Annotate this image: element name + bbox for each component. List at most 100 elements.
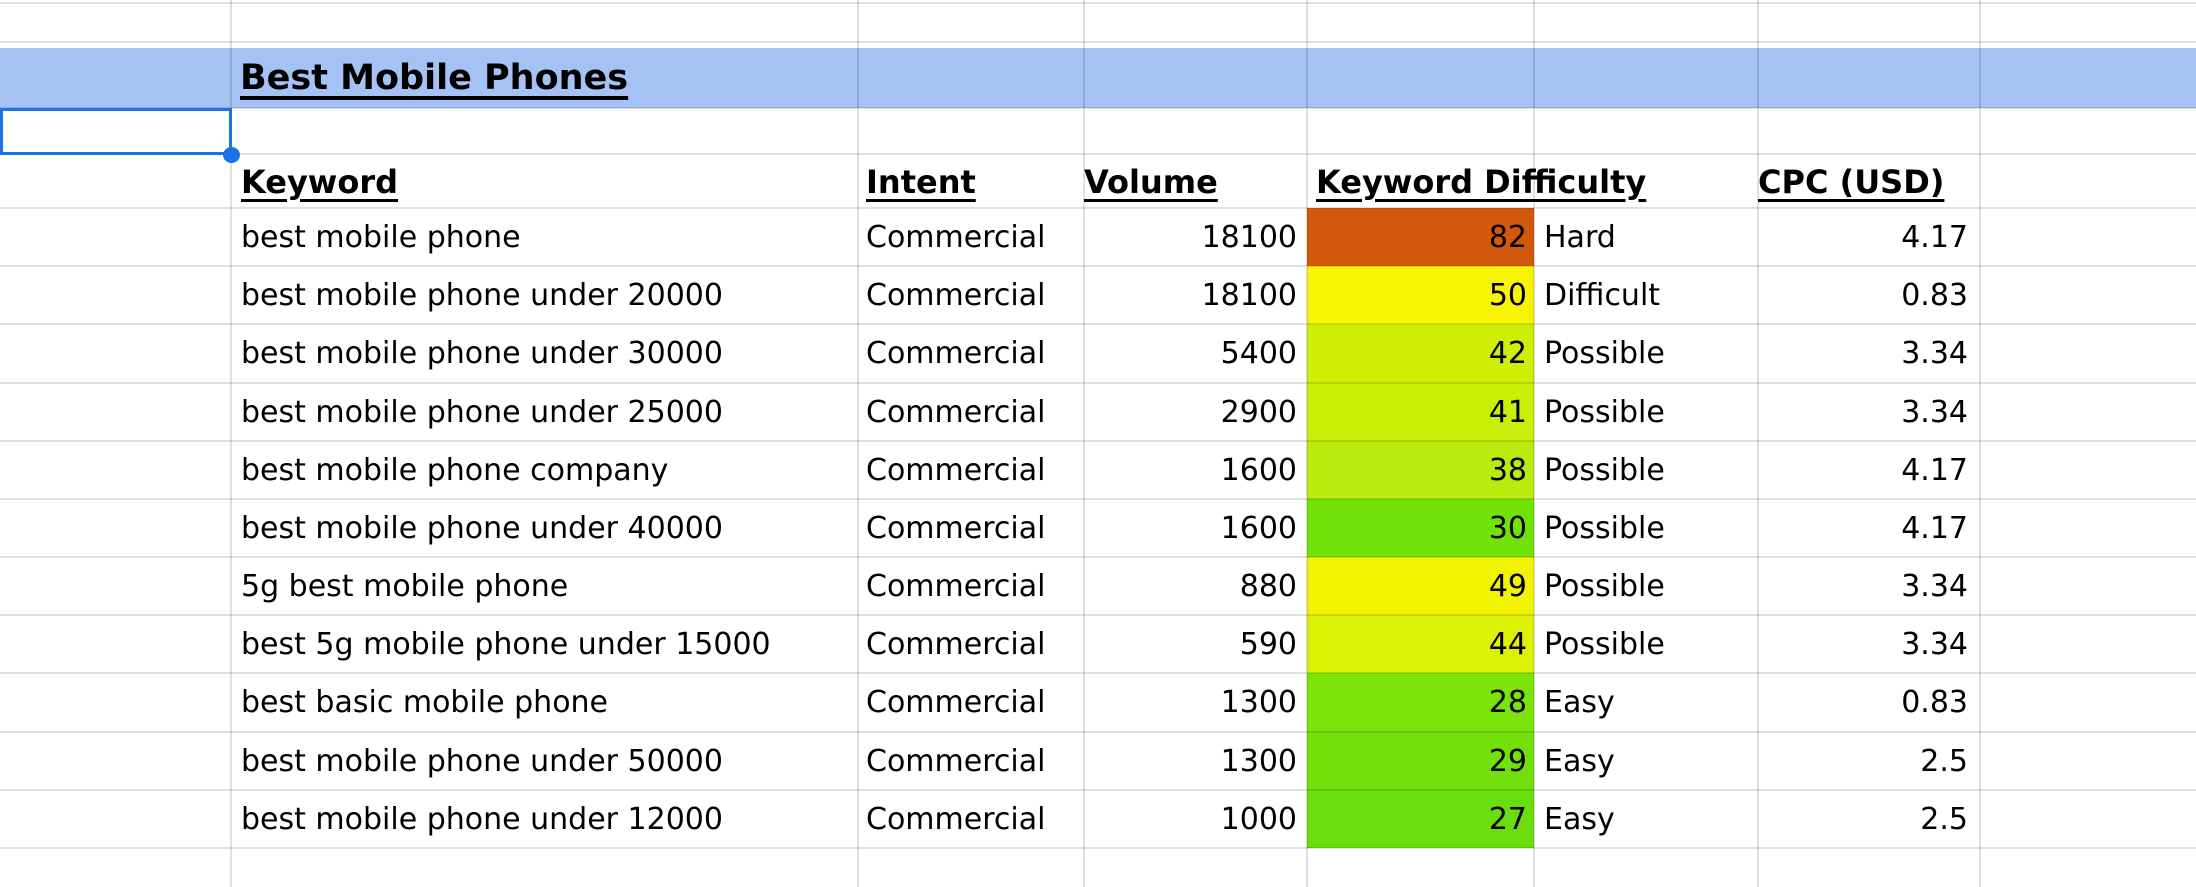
volume-cell[interactable]: 590 xyxy=(1239,626,1297,662)
table-row: best mobile phone under 40000 Commercial… xyxy=(0,499,2196,557)
gridline xyxy=(0,265,2196,267)
keyword-cell[interactable]: best mobile phone under 25000 xyxy=(241,394,723,430)
difficulty-label-cell[interactable]: Possible xyxy=(1544,510,1665,546)
volume-cell[interactable]: 1300 xyxy=(1220,743,1297,779)
gridline xyxy=(0,153,2196,155)
keyword-cell[interactable]: best basic mobile phone xyxy=(241,685,609,720)
difficulty-label-cell[interactable]: Easy xyxy=(1544,743,1615,779)
table-row: 5g best mobile phone Commercial 880 49 P… xyxy=(0,557,2196,615)
table-row: best 5g mobile phone under 15000 Commerc… xyxy=(0,615,2196,673)
gridline xyxy=(0,323,2196,325)
gridline xyxy=(0,2,2196,4)
keyword-cell[interactable]: best mobile phone under 50000 xyxy=(241,743,723,779)
intent-cell[interactable]: Commercial xyxy=(866,336,1046,371)
title-cell[interactable]: Best Mobile Phones xyxy=(240,58,629,98)
keyword-cell[interactable]: best mobile phone under 20000 xyxy=(241,277,723,313)
cpc-cell[interactable]: 4.17 xyxy=(1901,510,1968,546)
difficulty-label-cell[interactable]: Possible xyxy=(1544,568,1665,604)
gridline xyxy=(0,207,2196,209)
difficulty-score-cell[interactable]: 38 xyxy=(1307,441,1534,499)
keyword-cell[interactable]: best mobile phone under 40000 xyxy=(241,510,723,546)
table-row: best mobile phone under 25000 Commercial… xyxy=(0,383,2196,441)
cpc-cell[interactable]: 2.5 xyxy=(1920,743,1968,779)
intent-cell[interactable]: Commercial xyxy=(866,510,1046,546)
difficulty-label-cell[interactable]: Hard xyxy=(1544,219,1616,255)
keyword-cell[interactable]: best 5g mobile phone under 15000 xyxy=(241,626,771,662)
difficulty-score-cell[interactable]: 29 xyxy=(1307,732,1534,790)
gridline xyxy=(230,0,232,887)
table-row: best mobile phone under 50000 Commercial… xyxy=(0,732,2196,790)
difficulty-label-cell[interactable]: Possible xyxy=(1544,452,1665,488)
difficulty-score-cell[interactable]: 42 xyxy=(1307,324,1534,383)
gridline xyxy=(1083,0,1085,887)
gridline xyxy=(0,107,2196,109)
difficulty-score-cell[interactable]: 30 xyxy=(1307,499,1534,557)
gridline xyxy=(0,847,2196,849)
header-intent[interactable]: Intent xyxy=(866,162,976,201)
gridline xyxy=(0,614,2196,616)
difficulty-label-cell[interactable]: Easy xyxy=(1544,801,1615,837)
cpc-cell[interactable]: 2.5 xyxy=(1920,801,1968,837)
keyword-cell[interactable]: 5g best mobile phone xyxy=(241,568,569,604)
difficulty-label-cell[interactable]: Easy xyxy=(1544,685,1615,720)
cpc-cell[interactable]: 3.34 xyxy=(1901,336,1968,371)
keyword-cell[interactable]: best mobile phone company xyxy=(241,452,669,488)
cpc-cell[interactable]: 0.83 xyxy=(1901,277,1968,313)
intent-cell[interactable]: Commercial xyxy=(866,626,1046,662)
volume-cell[interactable]: 1600 xyxy=(1220,452,1297,488)
cpc-cell[interactable]: 3.34 xyxy=(1901,626,1968,662)
volume-cell[interactable]: 5400 xyxy=(1220,336,1297,371)
difficulty-label-cell[interactable]: Possible xyxy=(1544,626,1665,662)
cpc-cell[interactable]: 3.34 xyxy=(1901,394,1968,430)
header-keyword[interactable]: Keyword xyxy=(241,162,399,201)
volume-cell[interactable]: 18100 xyxy=(1201,277,1297,313)
volume-cell[interactable]: 1300 xyxy=(1220,685,1297,720)
cpc-cell[interactable]: 4.17 xyxy=(1901,219,1968,255)
header-cpc[interactable]: CPC (USD) xyxy=(1758,162,1945,201)
difficulty-score-cell[interactable]: 49 xyxy=(1307,557,1534,615)
gridline xyxy=(0,41,2196,43)
difficulty-score-cell[interactable]: 41 xyxy=(1307,383,1534,441)
intent-cell[interactable]: Commercial xyxy=(866,743,1046,779)
intent-cell[interactable]: Commercial xyxy=(866,452,1046,488)
cpc-cell[interactable]: 3.34 xyxy=(1901,568,1968,604)
volume-cell[interactable]: 1000 xyxy=(1220,801,1297,837)
difficulty-label-cell[interactable]: Possible xyxy=(1544,336,1665,371)
keyword-cell[interactable]: best mobile phone xyxy=(241,219,521,255)
difficulty-score-cell[interactable]: 27 xyxy=(1307,790,1534,848)
difficulty-score-cell[interactable]: 82 xyxy=(1307,208,1534,266)
difficulty-score-cell[interactable]: 28 xyxy=(1307,673,1534,732)
difficulty-label-cell[interactable]: Possible xyxy=(1544,394,1665,430)
volume-cell[interactable]: 1600 xyxy=(1220,510,1297,546)
intent-cell[interactable]: Commercial xyxy=(866,685,1046,720)
table-row: best mobile phone under 20000 Commercial… xyxy=(0,266,2196,324)
intent-cell[interactable]: Commercial xyxy=(866,801,1046,837)
intent-cell[interactable]: Commercial xyxy=(866,568,1046,604)
gridline xyxy=(0,556,2196,558)
table-row: best mobile phone under 12000 Commercial… xyxy=(0,790,2196,848)
cpc-cell[interactable]: 4.17 xyxy=(1901,452,1968,488)
header-difficulty[interactable]: Keyword Difficulty xyxy=(1316,162,1647,201)
header-volume[interactable]: Volume xyxy=(1084,162,1218,201)
cpc-cell[interactable]: 0.83 xyxy=(1901,685,1968,720)
keyword-cell[interactable]: best mobile phone under 30000 xyxy=(241,336,723,371)
intent-cell[interactable]: Commercial xyxy=(866,219,1046,255)
volume-cell[interactable]: 2900 xyxy=(1220,394,1297,430)
keyword-cell[interactable]: best mobile phone under 12000 xyxy=(241,801,723,837)
fill-handle[interactable] xyxy=(223,147,240,163)
intent-cell[interactable]: Commercial xyxy=(866,277,1046,313)
difficulty-score-cell[interactable]: 50 xyxy=(1307,266,1534,324)
selected-cell[interactable] xyxy=(0,108,232,155)
gridline xyxy=(0,789,2196,791)
volume-cell[interactable]: 18100 xyxy=(1201,219,1297,255)
title-row-highlight xyxy=(0,48,2196,108)
intent-cell[interactable]: Commercial xyxy=(866,394,1046,430)
gridline xyxy=(1979,0,1981,887)
gridline xyxy=(1533,0,1535,887)
difficulty-score-cell[interactable]: 44 xyxy=(1307,615,1534,673)
table-row: best mobile phone under 30000 Commercial… xyxy=(0,324,2196,383)
gridline xyxy=(1757,0,1759,887)
difficulty-label-cell[interactable]: Difficult xyxy=(1544,277,1661,313)
volume-cell[interactable]: 880 xyxy=(1239,568,1297,604)
